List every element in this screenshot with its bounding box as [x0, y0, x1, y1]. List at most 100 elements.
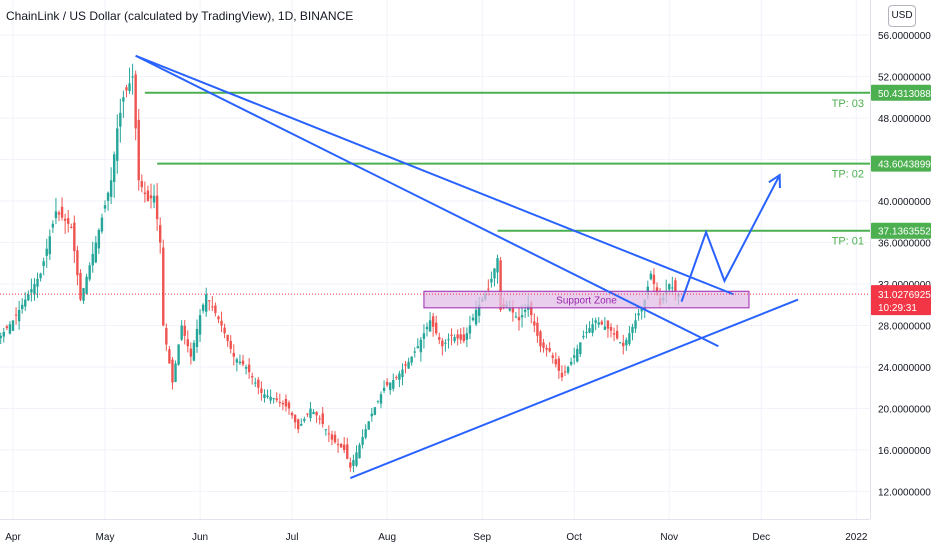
candle: [471, 313, 475, 322]
candle: [201, 303, 205, 314]
candle: [444, 339, 447, 352]
candle: [146, 185, 150, 202]
candle-body: [511, 308, 515, 313]
candle: [171, 356, 174, 390]
candle-body: [477, 304, 481, 316]
candle: [603, 317, 607, 331]
candle-body: [615, 330, 619, 339]
candle-body: [321, 413, 324, 425]
candle-body: [557, 358, 561, 371]
candle-body: [244, 367, 248, 369]
candle-body: [438, 337, 441, 340]
candle-body: [11, 320, 15, 331]
x-tick-label: Sep: [473, 532, 491, 543]
candle: [195, 319, 199, 353]
support-zone-box[interactable]: [423, 290, 750, 309]
candle: [91, 241, 94, 273]
candle: [247, 358, 251, 379]
candle: [612, 327, 616, 342]
candle-body: [520, 315, 524, 318]
candle-body: [554, 359, 557, 365]
current-price-value: 31.0276925: [878, 290, 931, 301]
candle-body: [392, 379, 395, 389]
candle: [116, 114, 119, 174]
candle-body: [649, 273, 653, 280]
candle-body: [422, 333, 426, 339]
target-line-group[interactable]: TP: 01: [497, 229, 870, 248]
candle-body: [189, 348, 193, 357]
trendline-lower-resistance[interactable]: [135, 54, 719, 348]
candle-body: [198, 315, 202, 335]
candle: [401, 363, 404, 386]
candle: [376, 400, 380, 404]
candle: [548, 342, 551, 353]
candle-body: [379, 394, 383, 404]
y-tick-label: 20.0000000: [878, 405, 931, 416]
time-axis[interactable]: Apr May Jun Jul Aug Sep Oct Nov Dec 2022: [0, 519, 932, 550]
candle-body: [60, 206, 64, 218]
target-line-group[interactable]: TP: 03: [144, 91, 870, 110]
projection-path[interactable]: [680, 174, 781, 302]
candle-body: [146, 190, 150, 201]
candle-body: [606, 320, 610, 329]
candle: [140, 174, 143, 193]
candle-body: [358, 444, 361, 459]
x-tick-label: Oct: [566, 532, 582, 543]
candle-body: [407, 361, 410, 369]
candle: [450, 328, 453, 346]
candle: [275, 392, 278, 403]
candle: [493, 268, 496, 287]
candle-body: [425, 326, 429, 330]
candle-body: [462, 334, 465, 342]
price-axis[interactable]: 12.0000000 16.0000000 20.0000000 24.0000000…: [870, 0, 932, 519]
trendline-upper-resistance[interactable]: [135, 54, 735, 296]
candle-body: [88, 265, 91, 280]
trendline-ascending-support[interactable]: [349, 298, 799, 479]
candle: [79, 269, 82, 302]
candle: [60, 197, 64, 221]
candle-body: [349, 462, 352, 468]
candle: [407, 357, 410, 369]
candle: [560, 365, 564, 382]
support-zone[interactable]: Support Zone: [423, 290, 750, 309]
candle-body: [247, 364, 251, 373]
candle: [5, 324, 9, 331]
candle: [435, 315, 438, 336]
candle-body: [306, 413, 309, 415]
target-line-group[interactable]: TP: 02: [157, 162, 870, 181]
candle: [545, 344, 548, 357]
candle-body: [343, 444, 346, 450]
candle-body: [94, 242, 97, 263]
candle-body: [17, 309, 21, 322]
candle-body: [428, 320, 432, 332]
candle: [192, 339, 196, 362]
candle-body: [367, 421, 370, 430]
candle-body: [254, 382, 257, 384]
candle-body: [275, 398, 278, 401]
candle: [272, 397, 275, 404]
currency-button[interactable]: USD: [888, 5, 916, 27]
candle-body: [303, 418, 306, 421]
candle: [358, 442, 361, 459]
candle: [303, 416, 306, 423]
candle-body: [229, 340, 232, 349]
target-price-tag-bg: [871, 84, 931, 101]
candle-body: [671, 287, 674, 289]
target-price-tag: 50.4313088: [871, 84, 931, 101]
candle: [573, 347, 576, 365]
candle-body: [591, 324, 594, 333]
candle: [278, 393, 281, 407]
candle: [373, 406, 377, 416]
candle: [634, 313, 637, 333]
candle: [539, 329, 542, 353]
candle-body: [514, 316, 518, 318]
candle: [143, 181, 147, 203]
candle: [300, 418, 303, 427]
y-tick-label: 36.0000000: [878, 239, 931, 250]
candle-body: [545, 348, 548, 350]
target-price-value: 50.4313088: [878, 89, 931, 100]
candle: [649, 270, 653, 281]
candle-body: [116, 128, 119, 161]
